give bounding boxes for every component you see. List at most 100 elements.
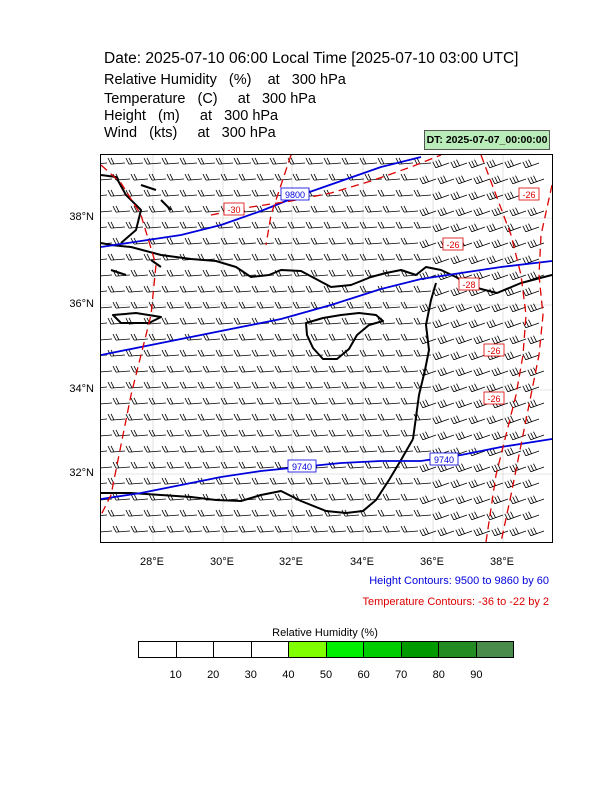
wind-barb — [197, 349, 216, 357]
wind-barb — [473, 431, 491, 441]
coastline-turkey — [101, 242, 552, 294]
wind-barb — [161, 381, 180, 389]
wind-barb — [382, 301, 401, 309]
height-contour-note: Height Contours: 9500 to 9860 by 60 — [369, 575, 549, 587]
wind-barb — [419, 463, 437, 473]
wind-barb — [437, 495, 455, 505]
wind-barb — [419, 335, 437, 345]
temperature-contours — [101, 155, 552, 542]
wind-barb — [148, 173, 167, 181]
wind-barb — [450, 383, 468, 393]
wind-barb — [202, 365, 221, 373]
wind-barb — [256, 429, 275, 437]
wind-barb — [238, 461, 257, 469]
wind-barb — [238, 333, 257, 341]
wind-barb — [287, 157, 306, 165]
wind-barb — [256, 397, 275, 405]
wind-barb — [323, 349, 342, 357]
wind-barb — [509, 367, 527, 377]
wind-barb — [287, 221, 306, 229]
colorbar-box — [214, 642, 252, 657]
wind-barb — [400, 301, 419, 309]
wind-barb — [256, 237, 275, 245]
wind-barb — [305, 285, 324, 293]
wind-barb — [287, 445, 306, 453]
wind-barb — [233, 317, 252, 325]
wind-barb — [130, 461, 149, 469]
wind-barb — [215, 477, 234, 485]
wind-barb — [473, 367, 491, 377]
wind-barb — [215, 253, 234, 261]
wind-barb — [364, 237, 383, 245]
wind-barb — [107, 189, 126, 197]
var-level: at 300 hPa — [237, 91, 316, 107]
wind-barb — [238, 301, 257, 309]
wind-barb — [166, 173, 185, 181]
wind-barb — [437, 463, 455, 473]
wind-barb — [101, 162, 108, 164]
wind-barb — [292, 237, 311, 245]
var-name: Height — [104, 108, 146, 124]
wind-barb — [238, 365, 257, 373]
wind-barb — [509, 303, 527, 313]
wind-barb — [310, 205, 329, 213]
wind-barb — [256, 301, 275, 309]
wind-barb — [491, 463, 509, 473]
wind-barb — [130, 365, 149, 373]
wind-barb — [364, 333, 383, 341]
wind-barb — [328, 205, 347, 213]
wind-barb — [504, 223, 522, 233]
wind-barb — [101, 386, 108, 388]
wind-barb — [486, 159, 504, 169]
wind-barb — [233, 445, 252, 453]
wind-barb — [274, 205, 293, 213]
wind-barb — [377, 189, 396, 197]
temperature-contour-label: -26 — [446, 240, 459, 250]
wind-barb — [184, 397, 203, 405]
wind-barb — [184, 205, 203, 213]
wind-barb — [395, 477, 414, 485]
wind-barb — [107, 221, 126, 229]
wind-barb — [202, 205, 221, 213]
wind-barb — [432, 159, 450, 169]
wind-barb — [256, 333, 275, 341]
height-contour-label: 9740 — [434, 455, 454, 465]
wind-barb — [166, 237, 185, 245]
wind-barb — [101, 226, 108, 228]
wind-barb — [269, 381, 288, 389]
wind-barb — [161, 349, 180, 357]
wind-barb — [215, 381, 234, 389]
wind-barb — [400, 205, 419, 213]
wind-barb — [292, 301, 311, 309]
wind-barb — [527, 431, 545, 441]
wind-barb — [166, 301, 185, 309]
wind-barb — [184, 525, 203, 533]
wind-barb — [292, 333, 311, 341]
temperature-contour-line — [101, 164, 157, 516]
colorbar-title: Relative Humidity (%) — [272, 627, 378, 639]
wind-barb — [220, 237, 239, 245]
wind-barb — [269, 285, 288, 293]
wind-barb — [310, 397, 329, 405]
wind-barb — [215, 349, 234, 357]
wind-barb — [166, 429, 185, 437]
wind-barb — [419, 175, 437, 185]
wind-barb — [527, 175, 545, 185]
wind-barb — [251, 349, 270, 357]
wind-barb — [432, 223, 450, 233]
wind-barb — [395, 445, 414, 453]
wind-barb — [107, 285, 126, 293]
wind-barb — [328, 173, 347, 181]
wind-barb — [274, 429, 293, 437]
wind-barb — [450, 511, 468, 521]
var-level: at 300 hPa — [267, 72, 346, 88]
colorbar-box — [251, 642, 289, 657]
wind-barb — [419, 399, 437, 409]
wind-barb — [527, 239, 545, 249]
wind-barb — [486, 511, 504, 521]
wind-barb — [220, 301, 239, 309]
temp-label-box — [458, 277, 480, 291]
wind-barb — [130, 525, 149, 533]
wind-barb — [364, 429, 383, 437]
wind-barb — [341, 285, 360, 293]
